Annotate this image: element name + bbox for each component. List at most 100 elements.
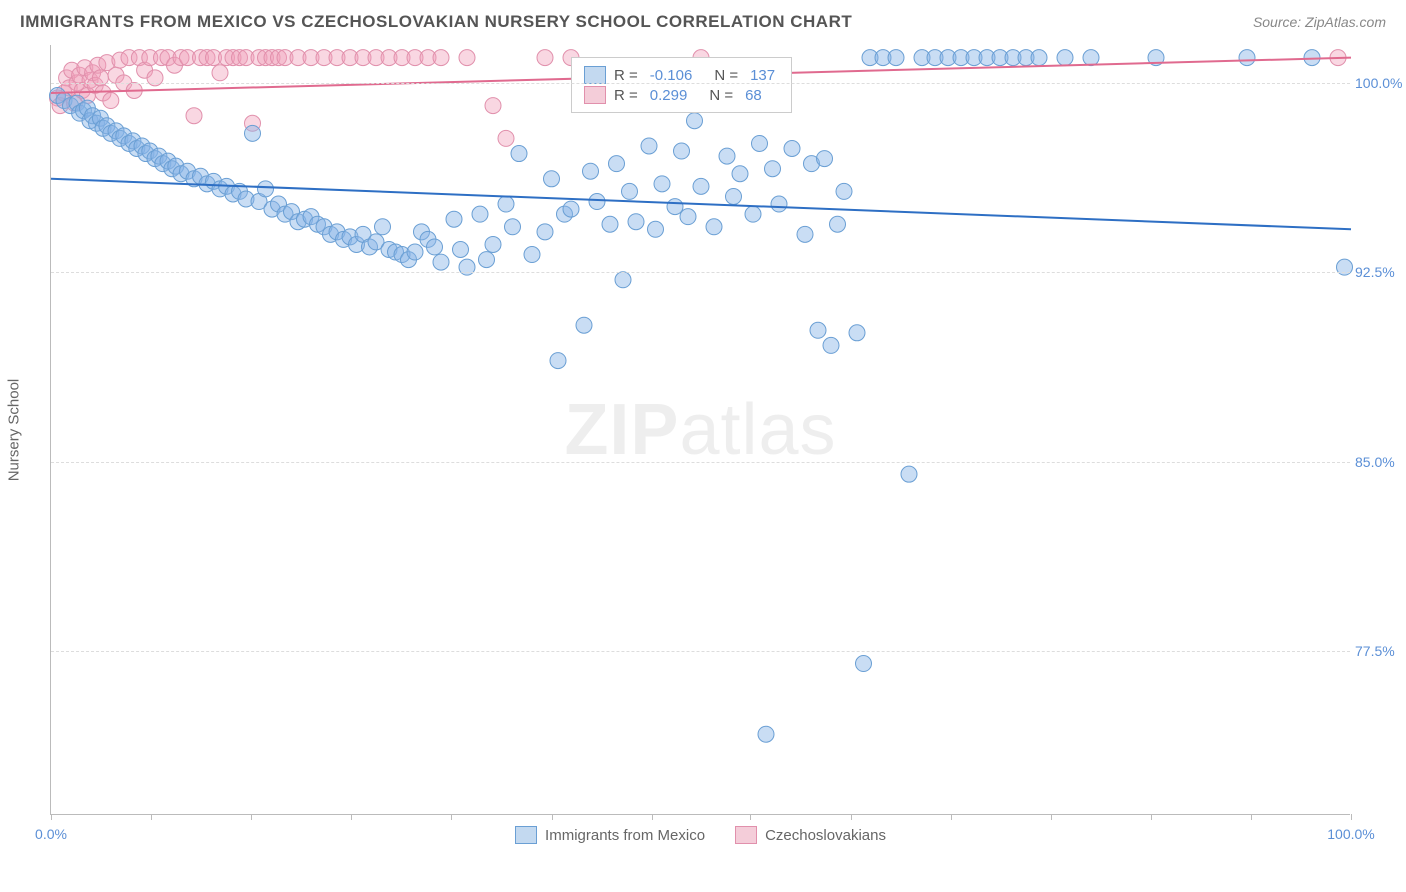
chart-container: Nursery School ZIPatlas R =-0.106N =137R… bbox=[50, 45, 1390, 815]
series-legend: Immigrants from Mexico Czechoslovakians bbox=[51, 826, 1350, 844]
gridline bbox=[51, 651, 1350, 652]
y-tick-label: 77.5% bbox=[1355, 643, 1405, 659]
correlation-legend: R = -0.106 N = 137 R = 0.299 N = 68 bbox=[571, 57, 792, 113]
data-point bbox=[563, 201, 579, 217]
data-point bbox=[485, 98, 501, 114]
n-label: N = bbox=[709, 87, 733, 104]
data-point bbox=[771, 196, 787, 212]
y-tick-label: 85.0% bbox=[1355, 454, 1405, 470]
data-point bbox=[680, 209, 696, 225]
data-point bbox=[433, 254, 449, 270]
x-tick-label: 100.0% bbox=[1327, 826, 1374, 842]
data-point bbox=[498, 196, 514, 212]
r-label: R = bbox=[614, 67, 638, 84]
data-point bbox=[1239, 50, 1255, 66]
data-point bbox=[758, 726, 774, 742]
plot-svg bbox=[51, 45, 1351, 815]
data-point bbox=[641, 138, 657, 154]
data-point bbox=[472, 206, 488, 222]
data-point bbox=[726, 188, 742, 204]
data-point bbox=[103, 93, 119, 109]
y-tick-label: 92.5% bbox=[1355, 264, 1405, 280]
data-point bbox=[537, 50, 553, 66]
y-tick-label: 100.0% bbox=[1355, 75, 1405, 91]
data-point bbox=[674, 143, 690, 159]
correlation-legend-row: R = 0.299 N = 68 bbox=[584, 86, 779, 104]
series-legend-item: Czechoslovakians bbox=[735, 826, 886, 844]
data-point bbox=[765, 161, 781, 177]
data-point bbox=[485, 236, 501, 252]
data-point bbox=[719, 148, 735, 164]
data-point bbox=[609, 156, 625, 172]
data-point bbox=[212, 65, 228, 81]
gridline bbox=[51, 272, 1350, 273]
x-tick bbox=[51, 814, 52, 820]
data-point bbox=[511, 146, 527, 162]
data-point bbox=[433, 50, 449, 66]
plot-area: ZIPatlas R =-0.106N =137R =0.299N =68 Im… bbox=[50, 45, 1350, 815]
data-point bbox=[583, 163, 599, 179]
data-point bbox=[498, 130, 514, 146]
data-point bbox=[836, 183, 852, 199]
x-tick bbox=[1351, 814, 1352, 820]
x-tick bbox=[951, 814, 952, 820]
r-value: -0.106 bbox=[650, 67, 693, 84]
x-tick bbox=[1051, 814, 1052, 820]
data-point bbox=[888, 50, 904, 66]
data-point bbox=[752, 135, 768, 151]
data-point bbox=[602, 216, 618, 232]
x-tick bbox=[851, 814, 852, 820]
data-point bbox=[622, 183, 638, 199]
legend-swatch bbox=[584, 66, 606, 84]
series-label: Immigrants from Mexico bbox=[545, 827, 705, 844]
data-point bbox=[823, 337, 839, 353]
data-point bbox=[1031, 50, 1047, 66]
data-point bbox=[849, 325, 865, 341]
data-point bbox=[830, 216, 846, 232]
data-point bbox=[706, 219, 722, 235]
r-value: 0.299 bbox=[650, 87, 688, 104]
data-point bbox=[544, 171, 560, 187]
x-tick bbox=[151, 814, 152, 820]
data-point bbox=[648, 221, 664, 237]
data-point bbox=[667, 199, 683, 215]
data-point bbox=[407, 244, 423, 260]
data-point bbox=[745, 206, 761, 222]
data-point bbox=[524, 247, 540, 263]
data-point bbox=[375, 219, 391, 235]
x-tick bbox=[351, 814, 352, 820]
data-point bbox=[550, 353, 566, 369]
data-point bbox=[245, 125, 261, 141]
data-point bbox=[427, 239, 443, 255]
legend-swatch bbox=[735, 826, 757, 844]
data-point bbox=[576, 317, 592, 333]
x-tick bbox=[1151, 814, 1152, 820]
data-point bbox=[537, 224, 553, 240]
data-point bbox=[693, 178, 709, 194]
data-point bbox=[1057, 50, 1073, 66]
data-point bbox=[810, 322, 826, 338]
data-point bbox=[1083, 50, 1099, 66]
gridline bbox=[51, 462, 1350, 463]
data-point bbox=[589, 194, 605, 210]
x-tick bbox=[251, 814, 252, 820]
series-label: Czechoslovakians bbox=[765, 827, 886, 844]
data-point bbox=[446, 211, 462, 227]
legend-swatch bbox=[515, 826, 537, 844]
data-point bbox=[687, 113, 703, 129]
x-tick bbox=[750, 814, 751, 820]
n-value: 68 bbox=[745, 87, 762, 104]
legend-swatch bbox=[584, 86, 606, 104]
data-point bbox=[459, 50, 475, 66]
source-attribution: Source: ZipAtlas.com bbox=[1253, 14, 1386, 30]
data-point bbox=[479, 252, 495, 268]
n-value: 137 bbox=[750, 67, 775, 84]
data-point bbox=[186, 108, 202, 124]
data-point bbox=[797, 226, 813, 242]
n-label: N = bbox=[714, 67, 738, 84]
r-label: R = bbox=[614, 87, 638, 104]
gridline bbox=[51, 83, 1350, 84]
y-axis-label: Nursery School bbox=[6, 379, 23, 482]
x-tick-label: 0.0% bbox=[35, 826, 67, 842]
data-point bbox=[784, 141, 800, 157]
